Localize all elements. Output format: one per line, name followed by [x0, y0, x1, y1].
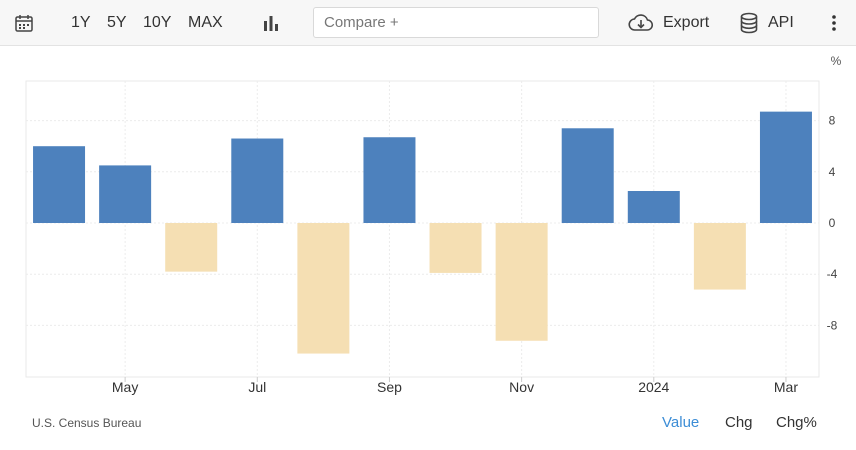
bar[interactable]: [759, 111, 812, 223]
y-tick-label: 8: [829, 114, 836, 128]
y-tick-label: -8: [827, 318, 838, 332]
y-unit-label: %: [831, 54, 842, 68]
bar[interactable]: [297, 223, 350, 354]
calendar-icon[interactable]: [14, 0, 34, 46]
export-button[interactable]: Export: [628, 0, 709, 46]
bar[interactable]: [693, 223, 746, 290]
x-tick-label: 2024: [638, 379, 669, 395]
bar[interactable]: [33, 146, 86, 223]
source-label[interactable]: U.S. Census Bureau: [32, 416, 142, 430]
bar[interactable]: [99, 165, 152, 223]
bar[interactable]: [165, 223, 218, 272]
y-tick-label: -4: [827, 267, 838, 281]
api-button[interactable]: API: [739, 0, 794, 46]
bar-chart: 8 4 0 -4 -8% May Jul Sep Nov 2024 Mar: [25, 54, 842, 395]
bar[interactable]: [429, 223, 482, 273]
vertical-ellipsis-icon[interactable]: [827, 0, 841, 46]
axis-labels: 8 4 0 -4 -8% May Jul Sep Nov 2024 Mar: [112, 54, 842, 395]
chg-view-button[interactable]: Chg: [725, 414, 753, 431]
bar[interactable]: [363, 137, 416, 223]
compare-input[interactable]: [313, 7, 599, 38]
x-tick-label: Nov: [509, 379, 534, 395]
cloud-download-icon: [628, 13, 654, 33]
bar[interactable]: [561, 128, 614, 223]
x-tick-label: Jul: [248, 379, 266, 395]
api-label: API: [768, 14, 794, 31]
y-tick-label: 0: [829, 216, 836, 230]
x-tick-label: May: [112, 379, 138, 395]
x-tick-label: Sep: [377, 379, 402, 395]
database-icon: [739, 12, 759, 34]
range-10y-button[interactable]: 10Y: [143, 14, 172, 31]
y-tick-label: 4: [829, 165, 836, 179]
range-5y-button[interactable]: 5Y: [107, 14, 127, 31]
range-max-button[interactable]: MAX: [188, 14, 223, 31]
bar[interactable]: [231, 138, 284, 223]
x-tick-label: Mar: [774, 379, 798, 395]
value-view-button[interactable]: Value: [662, 414, 700, 431]
bars: [33, 111, 812, 354]
bar[interactable]: [627, 191, 680, 223]
range-1y-button[interactable]: 1Y: [71, 14, 91, 31]
bar-chart-icon[interactable]: [262, 0, 280, 46]
plot-frame: [25, 80, 820, 378]
toolbar: 1Y 5Y 10Y MAX Export A: [0, 0, 856, 46]
bar[interactable]: [495, 223, 548, 341]
chg-pct-view-button[interactable]: Chg%: [776, 414, 817, 431]
export-label: Export: [663, 14, 710, 31]
